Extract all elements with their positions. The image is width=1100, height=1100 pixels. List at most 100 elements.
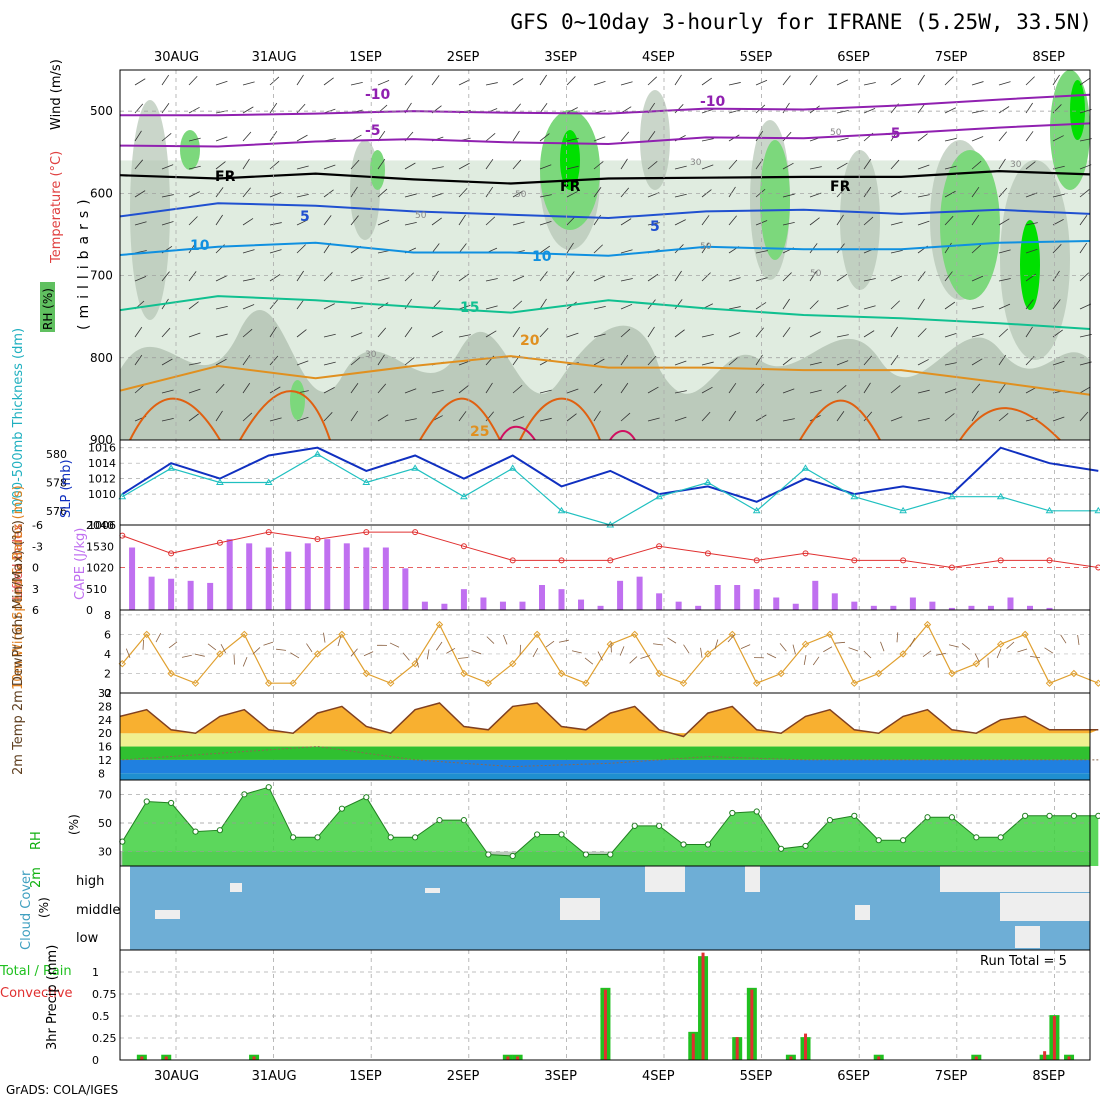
temperature-legend-label: Temperature (°C) bbox=[49, 151, 64, 264]
surface-wind-barb bbox=[125, 648, 131, 659]
wind-barb bbox=[539, 220, 552, 226]
wind-barb bbox=[377, 327, 387, 338]
wind-barb bbox=[269, 222, 282, 226]
wind-barb bbox=[323, 361, 336, 366]
wind-barb bbox=[188, 75, 198, 86]
surface-wind-barb bbox=[207, 643, 217, 651]
wind-barb bbox=[242, 304, 255, 310]
wind-barb bbox=[458, 360, 471, 366]
rh2m-marker bbox=[802, 842, 809, 850]
wind-barb bbox=[593, 306, 606, 310]
wind-barb bbox=[809, 270, 817, 282]
slp-label: SLP (mb) bbox=[59, 459, 74, 518]
wind-barb bbox=[647, 386, 659, 394]
wind-barb bbox=[674, 104, 684, 114]
wind-barb bbox=[566, 242, 574, 254]
cape-bar bbox=[499, 601, 506, 610]
surface-wind-barb bbox=[252, 647, 261, 655]
wind-barb bbox=[323, 164, 336, 170]
cape-bar bbox=[812, 580, 819, 610]
wind-barb bbox=[512, 416, 525, 422]
lifted-index-marker bbox=[265, 529, 272, 536]
cape-bar bbox=[773, 597, 780, 610]
wind-barb bbox=[647, 355, 657, 366]
surface-wind-barb bbox=[792, 644, 796, 655]
wind-barb bbox=[215, 410, 223, 422]
cape-bar bbox=[675, 601, 682, 610]
wind-barb bbox=[836, 273, 848, 282]
wind-barb bbox=[890, 190, 902, 198]
surface-wind-barb bbox=[961, 642, 971, 650]
wind-barb bbox=[620, 158, 628, 170]
surface-wind-barb bbox=[714, 639, 719, 650]
isotherm-line bbox=[119, 240, 1091, 257]
cape-bar bbox=[656, 593, 663, 610]
wind-barb bbox=[890, 326, 899, 338]
isotherm-20-bottom bbox=[129, 390, 1061, 441]
wind-barb bbox=[215, 305, 228, 310]
wind-barb bbox=[188, 165, 201, 170]
wind-barb bbox=[728, 215, 737, 226]
lifted-index-marker bbox=[314, 536, 321, 543]
isotherm-label: FR bbox=[215, 169, 236, 185]
wind-barb bbox=[404, 327, 413, 338]
rh-contour-label: 50 bbox=[810, 269, 822, 279]
wind-barb bbox=[323, 272, 333, 282]
rh2m-marker bbox=[948, 814, 956, 821]
surface-wind-barb bbox=[426, 649, 430, 660]
thickness-marker bbox=[1045, 506, 1054, 514]
cape-bar bbox=[187, 580, 194, 610]
wind-barb bbox=[944, 271, 953, 282]
precip-convective-bar bbox=[1043, 1051, 1047, 1060]
wind-barb bbox=[809, 166, 822, 170]
wind-barb bbox=[863, 216, 874, 226]
lifted-index-marker bbox=[509, 557, 516, 564]
upper-air-ytick: 900 bbox=[90, 433, 113, 447]
wind-barb bbox=[242, 249, 255, 254]
wind-barb bbox=[674, 329, 685, 338]
wind-barb bbox=[971, 275, 984, 282]
cape-bar bbox=[460, 589, 467, 610]
rh2m-marker bbox=[387, 834, 394, 841]
wind-barb bbox=[1052, 360, 1065, 366]
wind-barb bbox=[134, 130, 142, 142]
rh2m-marker bbox=[168, 799, 175, 807]
wind-barb bbox=[296, 134, 308, 142]
wind-barb bbox=[296, 74, 304, 86]
wind-barb bbox=[836, 410, 845, 422]
cape-bar bbox=[1046, 607, 1053, 610]
lifted-index-marker bbox=[558, 557, 565, 564]
cape-bar bbox=[831, 593, 838, 610]
wind-barb bbox=[539, 389, 552, 394]
surface-wind-barb bbox=[1077, 634, 1080, 645]
wind-barb bbox=[917, 359, 929, 366]
wind-barb bbox=[512, 130, 520, 142]
date-label-top: 8SEP bbox=[1032, 50, 1065, 65]
wind-barb bbox=[998, 131, 1007, 142]
surface-wind-barb bbox=[948, 644, 959, 648]
rh2m-marker bbox=[607, 851, 614, 858]
wind-barb bbox=[620, 249, 633, 254]
wind-barb bbox=[971, 136, 984, 142]
precip-ytick: 1 bbox=[92, 966, 99, 979]
date-label-bottom: 31AUG bbox=[252, 1069, 297, 1084]
wind-barb bbox=[1025, 76, 1035, 86]
wind-barb bbox=[377, 383, 387, 394]
wind-barb bbox=[350, 357, 361, 366]
cape-bar bbox=[890, 605, 897, 610]
wind-barb bbox=[269, 76, 280, 86]
wind-barb bbox=[296, 103, 306, 114]
wind-barb bbox=[728, 82, 741, 86]
wind-barb bbox=[890, 355, 899, 366]
date-label-bottom: 8SEP bbox=[1032, 1069, 1065, 1084]
wind-barb bbox=[485, 132, 496, 142]
rh-blob-green bbox=[760, 140, 790, 260]
cape-bar bbox=[617, 580, 624, 610]
thickness-marker bbox=[899, 506, 907, 514]
cape-bar bbox=[909, 597, 916, 610]
isotherm-line bbox=[119, 169, 1091, 185]
wind-speed-marker bbox=[264, 679, 273, 687]
wind-barb bbox=[566, 388, 579, 394]
wind-barb bbox=[836, 187, 846, 198]
rh2m-marker bbox=[1095, 812, 1100, 819]
